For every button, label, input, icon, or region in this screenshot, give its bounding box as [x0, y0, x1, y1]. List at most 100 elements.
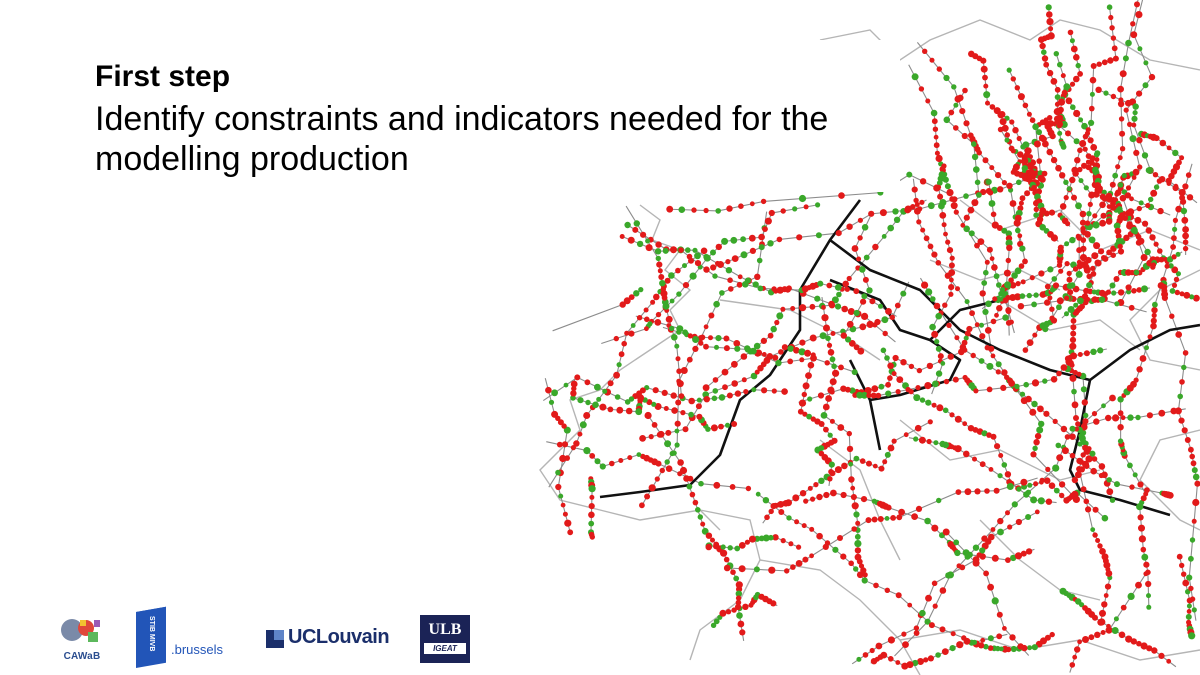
transit-stop [1070, 45, 1078, 53]
transit-stop [1020, 144, 1026, 150]
transit-stop [964, 330, 971, 337]
transit-stop [850, 485, 856, 491]
cawab-label: CAWaB [63, 651, 101, 662]
transit-stop [1110, 252, 1116, 258]
transit-stop [900, 359, 907, 366]
transit-stop [1016, 135, 1022, 142]
transit-stop [857, 217, 864, 223]
transit-stop [1074, 646, 1081, 653]
transit-stop [853, 288, 860, 295]
transit-stop [1145, 227, 1153, 234]
transit-stop [824, 360, 830, 366]
transit-stop [1033, 212, 1039, 218]
transit-stop [807, 396, 813, 402]
transit-stop [1163, 257, 1169, 262]
transit-stop [1050, 156, 1058, 164]
transit-stop [804, 349, 812, 357]
transit-stop [986, 386, 993, 393]
transit-stop [1098, 289, 1106, 297]
transit-stop [1150, 264, 1156, 270]
transit-stop [1067, 289, 1074, 296]
transit-stop [935, 312, 942, 320]
transit-stop [1145, 580, 1152, 588]
transit-stop [691, 207, 697, 213]
transit-stop [829, 389, 835, 395]
transit-stop [705, 543, 712, 551]
transit-stop [573, 440, 580, 447]
transit-stop [589, 453, 596, 459]
transit-stop [948, 269, 956, 276]
uclouvain-label: UCLouvain [288, 626, 390, 648]
transit-stop [742, 603, 749, 610]
transit-stop [1127, 414, 1134, 421]
transit-stop [1009, 634, 1016, 641]
transit-stop [999, 118, 1007, 126]
transit-stop [1042, 140, 1049, 148]
transit-stop [854, 540, 862, 548]
transit-stop [645, 238, 651, 244]
transit-stop [588, 503, 595, 510]
transit-stop [817, 392, 825, 399]
transit-stop [1192, 498, 1200, 507]
transit-stop [1131, 122, 1137, 128]
transit-stop [948, 262, 955, 269]
transit-stop [1130, 31, 1138, 39]
transit-stop [1171, 282, 1178, 288]
transit-stop [848, 340, 856, 347]
transit-stop [851, 502, 859, 510]
transit-stop [967, 132, 974, 139]
transit-stop [731, 360, 738, 368]
transit-stop [819, 332, 827, 340]
transit-stop [1018, 263, 1025, 269]
transit-stop [949, 255, 955, 261]
transit-stop [970, 352, 976, 359]
transit-stop [831, 363, 837, 370]
transit-stop [871, 516, 878, 523]
transit-stop [986, 362, 994, 370]
transit-stop [939, 440, 946, 448]
transit-stop [913, 630, 920, 636]
transit-stop [735, 603, 742, 611]
transit-stop [760, 337, 768, 344]
transit-stop [781, 388, 788, 395]
transit-stop [676, 380, 684, 388]
transit-stop [1103, 90, 1109, 96]
transit-stop [686, 356, 693, 363]
transit-stop [740, 236, 746, 243]
transit-stop [967, 206, 975, 214]
metro-line [829, 278, 962, 402]
transit-stop [698, 340, 704, 346]
transit-stop [734, 545, 741, 552]
transit-stop [1069, 425, 1076, 432]
transit-stop [560, 502, 566, 508]
transit-stop [1126, 289, 1132, 295]
transit-stop [1005, 230, 1012, 237]
transit-stop [1017, 93, 1025, 101]
transit-stop [1085, 153, 1092, 160]
transit-stop [809, 526, 815, 532]
transit-stop [919, 178, 927, 185]
transit-stop [1098, 472, 1104, 479]
transit-stop [1010, 645, 1017, 653]
transit-stop [920, 227, 926, 233]
transit-stops [545, 1, 1200, 670]
transit-stop [780, 538, 786, 544]
transit-stop [1185, 613, 1192, 620]
transit-stop [942, 176, 949, 183]
transit-stop [753, 566, 760, 573]
transit-stop [1088, 236, 1096, 244]
transit-stop [1082, 444, 1089, 451]
transit-stop [1153, 241, 1159, 247]
transit-stop [1106, 249, 1112, 256]
transit-stop [926, 438, 932, 445]
transit-stop [1091, 252, 1099, 260]
transit-stop [836, 291, 842, 298]
transit-stop [910, 204, 916, 210]
transit-stop [946, 322, 952, 328]
transit-stop [830, 489, 837, 497]
transit-stop [1070, 352, 1078, 360]
transit-stop [1015, 227, 1021, 234]
transit-stop [1098, 618, 1106, 626]
transit-stop [561, 423, 567, 429]
transit-stop [822, 543, 829, 551]
